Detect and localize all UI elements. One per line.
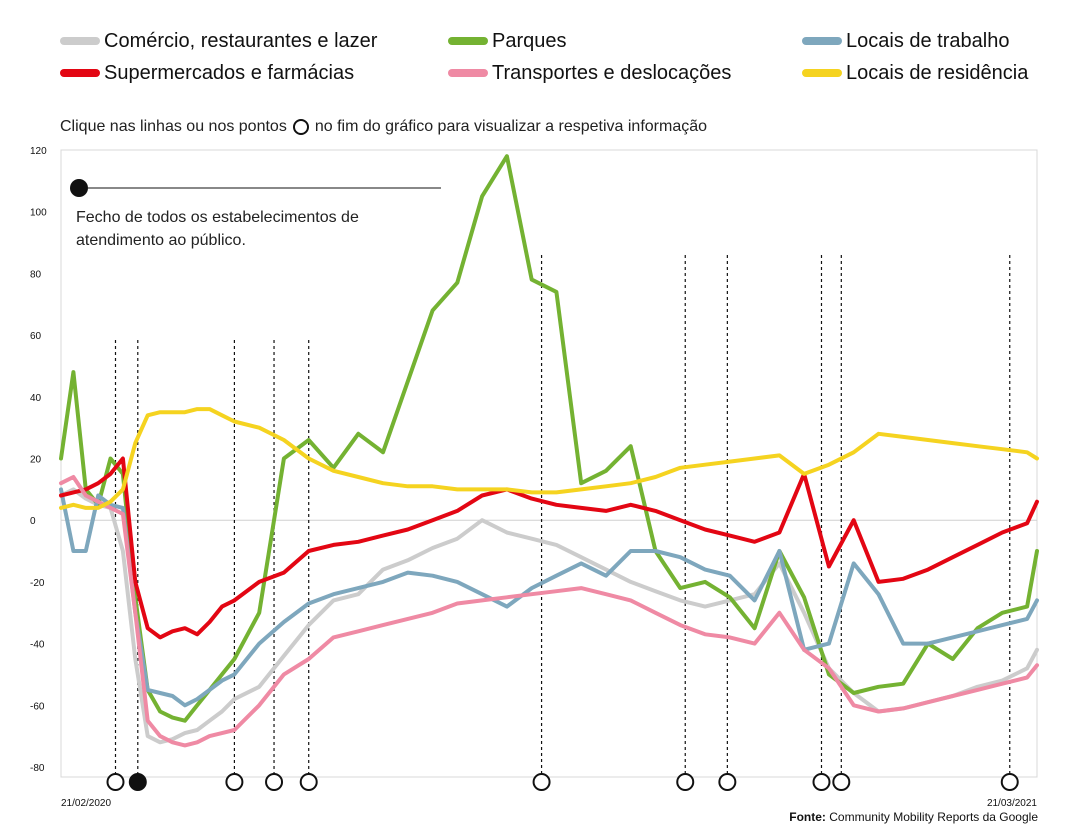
series-line-0	[59, 487, 1039, 745]
event-marker-circle[interactable]	[265, 773, 284, 791]
legend-item-residencia[interactable]: Locais de residência	[802, 58, 1028, 88]
series-line-3	[59, 456, 1039, 640]
legend-label-transportes: Transportes e deslocações	[492, 61, 732, 84]
annotation-dot-icon	[70, 179, 88, 197]
source-text: Community Mobility Reports da Google	[829, 810, 1038, 824]
y-tick-label: 20	[30, 455, 42, 466]
legend-swatch-transportes	[448, 69, 488, 77]
source-note: Fonte: Community Mobility Reports da Goo…	[789, 810, 1038, 824]
legend-swatch-residencia	[802, 69, 842, 77]
event-marker-circle[interactable]	[1000, 773, 1019, 791]
event-marker-circle[interactable]	[718, 773, 737, 791]
y-tick-label: 100	[30, 208, 47, 219]
legend-label-comercio: Comércio, restaurantes e lazer	[104, 29, 378, 52]
legend-item-transportes[interactable]: Transportes e deslocações	[448, 58, 731, 88]
legend-label-supermercados: Supermercados e farmácias	[104, 61, 355, 84]
y-tick-label: -20	[30, 578, 45, 589]
series-line-1	[59, 154, 1039, 723]
x-end-label: 21/03/2021	[987, 798, 1037, 809]
y-tick-label: -80	[30, 763, 45, 774]
series-line-4	[59, 475, 1039, 748]
event-marker-circle[interactable]	[532, 773, 551, 791]
y-tick-label: -60	[30, 701, 45, 712]
circle-marker-icon	[292, 119, 309, 135]
legend-swatch-comercio	[60, 37, 100, 45]
y-tick-label: 120	[30, 146, 47, 157]
series-line-2	[59, 487, 1039, 708]
source-label: Fonte:	[789, 810, 826, 824]
legend-swatch-trabalho	[802, 37, 842, 45]
legend-label-residencia: Locais de residência	[846, 61, 1029, 84]
event-annotation: Fecho de todos os estabelecimentos de at…	[76, 209, 359, 249]
chart-instruction: Clique nas linhas ou nos pontos no fim d…	[60, 118, 707, 136]
legend-swatch-parques	[448, 37, 488, 45]
series-line-5	[59, 407, 1039, 510]
legend-label-parques: Parques	[492, 29, 567, 52]
legend-item-parques[interactable]: Parques	[448, 26, 567, 56]
legend-label-trabalho: Locais de trabalho	[846, 29, 1010, 52]
legend-swatch-supermercados	[60, 69, 100, 77]
legend: Comércio, restaurantes e lazer Parques L…	[60, 26, 1050, 96]
instruction-text-before: Clique nas linhas ou nos pontos	[60, 118, 287, 135]
event-marker-circle[interactable]	[676, 773, 695, 791]
y-tick-label: 0	[30, 516, 36, 527]
event-marker-circle[interactable]	[812, 773, 831, 791]
y-tick-label: 60	[30, 331, 42, 342]
event-marker-circle[interactable]	[106, 773, 125, 791]
event-marker-circle[interactable]	[299, 773, 318, 791]
y-tick-label: 40	[30, 393, 42, 404]
y-tick-label: 80	[30, 269, 42, 280]
legend-item-trabalho[interactable]: Locais de trabalho	[802, 26, 1009, 56]
x-start-label: 21/02/2020	[61, 798, 111, 809]
event-marker-circle[interactable]	[225, 773, 244, 791]
event-marker-circle[interactable]	[128, 773, 147, 791]
y-tick-label: -40	[30, 640, 45, 651]
legend-item-comercio[interactable]: Comércio, restaurantes e lazer	[60, 26, 377, 56]
legend-item-supermercados[interactable]: Supermercados e farmácias	[60, 58, 354, 88]
instruction-text-after: no fim do gráfico para visualizar a resp…	[314, 118, 708, 135]
event-marker-circle[interactable]	[832, 773, 851, 791]
